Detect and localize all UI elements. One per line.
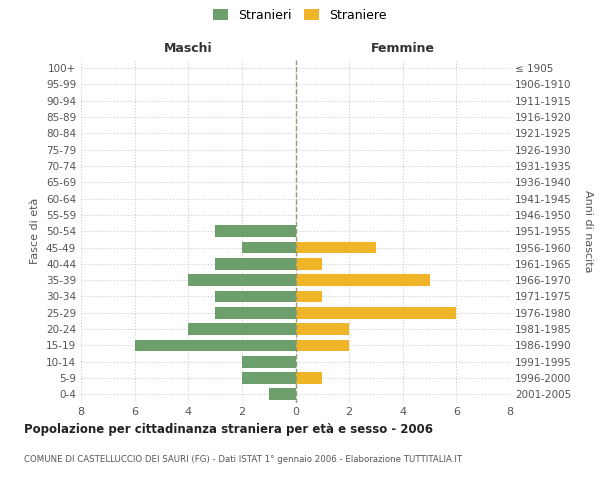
Bar [296,242,376,254]
Bar [296,323,349,335]
Bar [242,356,296,368]
Bar [215,307,296,318]
Y-axis label: Fasce di età: Fasce di età [31,198,40,264]
Legend: Stranieri, Straniere: Stranieri, Straniere [208,4,392,27]
Bar [296,258,322,270]
Bar [242,372,296,384]
Text: Popolazione per cittadinanza straniera per età e sesso - 2006: Popolazione per cittadinanza straniera p… [24,422,433,436]
Text: Femmine: Femmine [371,42,435,55]
Bar [296,340,349,351]
Text: COMUNE DI CASTELLUCCIO DEI SAURI (FG) - Dati ISTAT 1° gennaio 2006 - Elaborazion: COMUNE DI CASTELLUCCIO DEI SAURI (FG) - … [24,455,462,464]
Bar [296,307,457,318]
Bar [215,258,296,270]
Bar [296,372,322,384]
Y-axis label: Anni di nascita: Anni di nascita [583,190,593,272]
Bar [296,290,322,302]
Bar [134,340,296,351]
Bar [188,274,296,286]
Bar [296,274,430,286]
Bar [215,226,296,237]
Bar [215,290,296,302]
Text: Maschi: Maschi [164,42,212,55]
Bar [242,242,296,254]
Bar [188,323,296,335]
Bar [269,388,296,400]
